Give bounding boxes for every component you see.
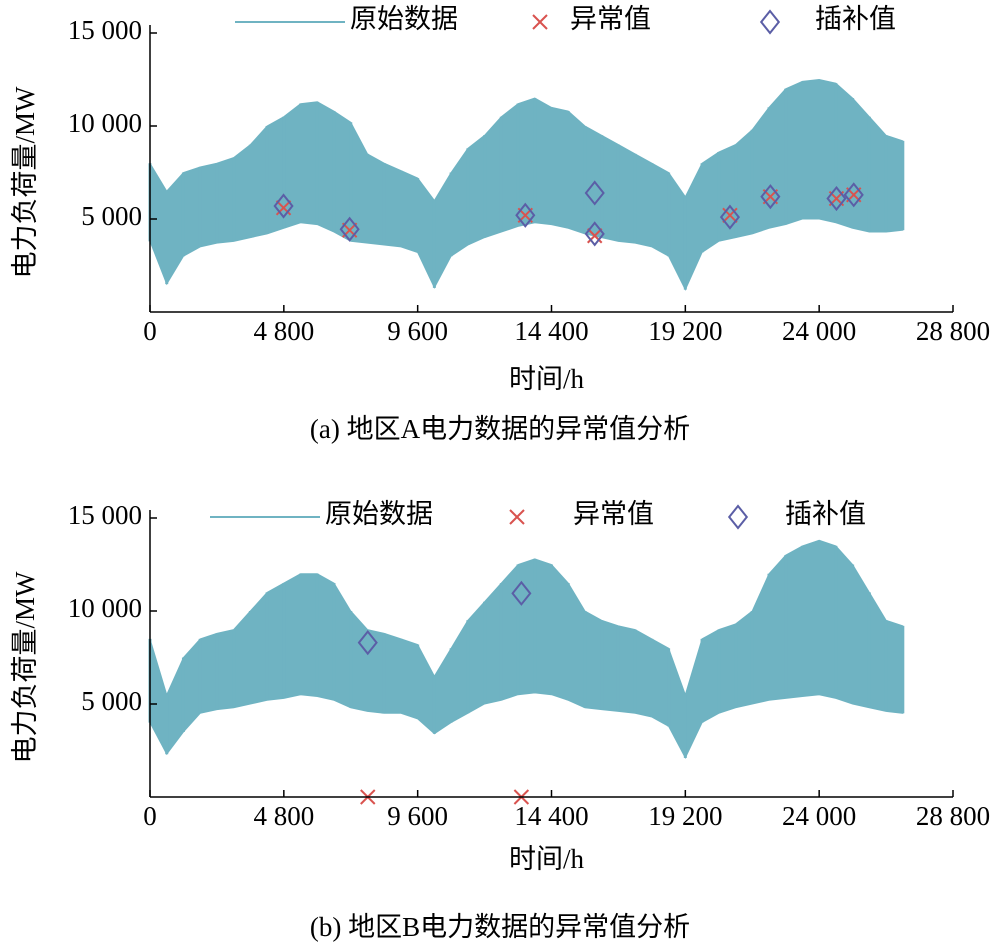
x-tick-label: 0 (143, 316, 157, 346)
legend-diamond (727, 504, 749, 530)
y-axis-label: 电力负荷量/MW (10, 571, 40, 764)
y-axis-label: 电力负荷量/MW (10, 86, 40, 279)
x-tick-label: 4 800 (253, 316, 314, 346)
imputed-marker (339, 216, 360, 242)
y-tick-label: 15 000 (68, 15, 142, 45)
x-axis-label: 时间/h (509, 844, 585, 874)
legend-diamond (759, 9, 781, 35)
legend-x (509, 509, 525, 525)
legend-label: 插补值 (785, 499, 866, 529)
legend-label: 插补值 (815, 4, 896, 34)
imputed-marker (515, 202, 536, 228)
imputed-marker (584, 180, 605, 206)
x-tick-label: 28 800 (916, 316, 990, 346)
load-band (149, 78, 904, 291)
x-tick-label: 19 200 (648, 316, 722, 346)
legend-label: 原始数据 (325, 499, 433, 529)
legend-label: 原始数据 (350, 4, 458, 34)
imputed-marker (273, 193, 294, 219)
x-tick-label: 14 400 (514, 316, 588, 346)
x-tick-label: 24 000 (782, 316, 856, 346)
y-tick-label: 5 000 (81, 686, 142, 716)
y-tick-label: 10 000 (68, 593, 142, 623)
panel: 5 000 10 000 15 000 0 4 800 9 600 14 400 19 200… (10, 4, 990, 444)
x-axis-label: 时间/h (509, 364, 585, 394)
x-tick-label: 19 200 (648, 801, 722, 831)
x-tick-label: 14 400 (514, 801, 588, 831)
imputed-marker (511, 580, 532, 606)
load-band (149, 539, 904, 760)
imputed-marker (826, 185, 847, 212)
x-tick-label: 28 800 (916, 801, 990, 831)
legend: 原始数据 异常值 插补值 (210, 499, 866, 530)
legend: 原始数据 异常值 插补值 (235, 4, 896, 35)
legend-x-stroke (532, 14, 548, 30)
imputed-marker (357, 630, 378, 656)
imputed-marker (584, 221, 605, 247)
x-tick-label: 0 (143, 801, 157, 831)
caption: (b) 地区B电力数据的异常值分析 (310, 912, 690, 942)
x-tick-label: 9 600 (387, 316, 448, 346)
x-tick-label: 4 800 (253, 801, 314, 831)
legend-label: 异常值 (573, 499, 654, 529)
caption: (a) 地区A电力数据的异常值分析 (310, 414, 690, 444)
imputed-marker (760, 184, 781, 210)
legend-label: 异常值 (570, 4, 651, 34)
legend-x (532, 14, 548, 30)
y-tick-label: 15 000 (68, 500, 142, 530)
x-tick-label: 24 000 (782, 801, 856, 831)
legend-x-stroke (509, 509, 525, 525)
imputed-marker (719, 204, 741, 230)
y-tick-label: 5 000 (81, 201, 142, 231)
imputed-marker (843, 182, 864, 208)
y-tick-label: 10 000 (68, 108, 142, 138)
panel: 5 000 10 000 15 000 0 4 800 9 600 14 400 19 200… (10, 499, 990, 942)
x-tick-label: 9 600 (387, 801, 448, 831)
